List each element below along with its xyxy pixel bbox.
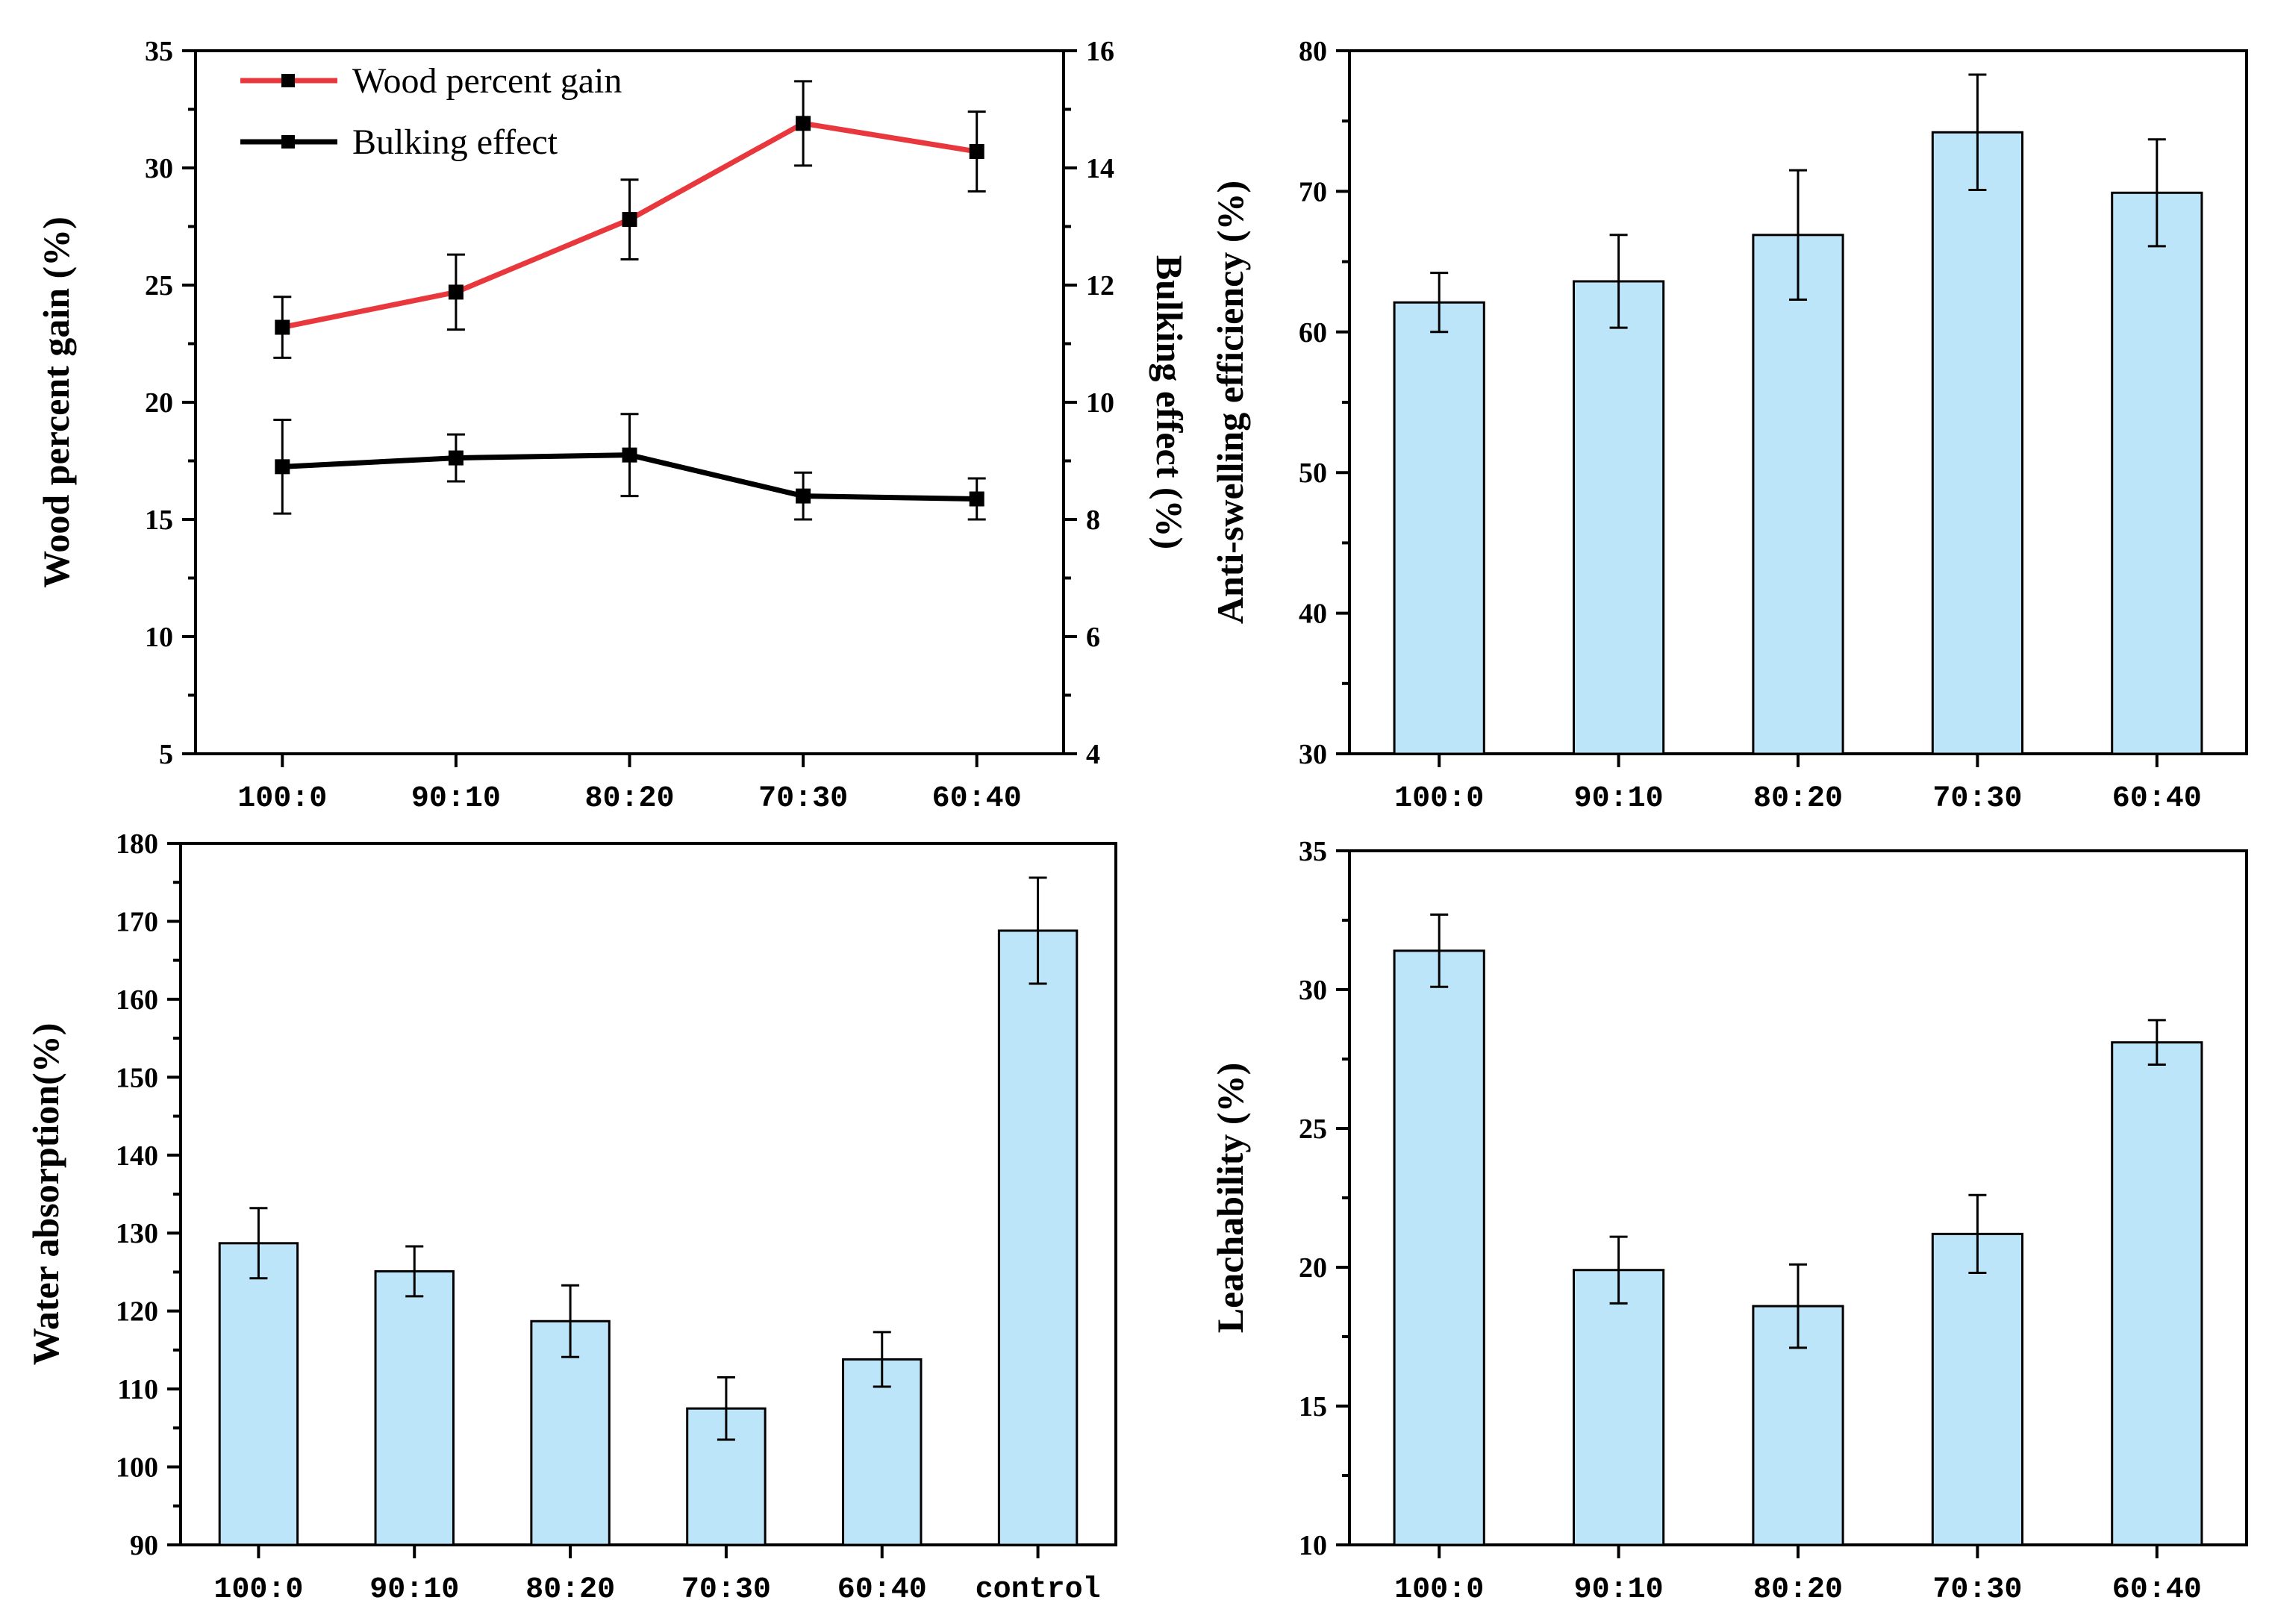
x-tick-label: 80:20 — [1753, 782, 1843, 816]
y2-tick-label: 10 — [1086, 387, 1114, 419]
data-point — [969, 144, 984, 160]
data-point — [796, 488, 811, 504]
legend-label-0: Wood percent gain — [352, 61, 622, 101]
data-point — [275, 459, 290, 475]
x-tick-label: 100:0 — [237, 782, 327, 816]
y-tick-label: 20 — [1299, 1252, 1327, 1284]
data-point — [622, 212, 637, 228]
y-axis-title: Water absorption(%) — [25, 1023, 66, 1366]
y-tick-label: 50 — [1299, 457, 1327, 489]
y-tick-label: 25 — [1299, 1114, 1327, 1145]
y-tick-label: 40 — [1299, 599, 1327, 630]
y-axis-title: Leachability (%) — [1209, 1063, 1251, 1333]
bar-100:0 — [218, 1242, 299, 1546]
x-tick-label: 100:0 — [213, 1573, 303, 1607]
x-tick-label: 100:0 — [1394, 782, 1484, 816]
bar-70:30 — [1931, 131, 2024, 755]
y-axis-title: Wood percent gain (%) — [35, 216, 77, 588]
bar-control — [997, 929, 1079, 1546]
y-axis-title: Anti-swelling efficiency (%) — [1209, 181, 1251, 624]
y-tick-label: 15 — [145, 505, 173, 536]
plot-frame-a — [194, 49, 1065, 755]
legend: Wood percent gain Bulking effect — [240, 61, 622, 162]
y-tick-label: 150 — [116, 1062, 158, 1093]
y-tick-label: 100 — [116, 1452, 158, 1484]
bar-70:30 — [1931, 1232, 2024, 1546]
x-tick-label: 70:30 — [1932, 1573, 2022, 1607]
y2-tick-label: 12 — [1086, 270, 1114, 302]
y-tick-label: 30 — [1299, 739, 1327, 770]
y-tick-label: 80 — [1299, 36, 1327, 67]
bar-60:40 — [2111, 1041, 2203, 1546]
data-point — [448, 284, 464, 300]
y-tick-label: 110 — [117, 1374, 158, 1405]
y-tick-label: 5 — [159, 739, 173, 770]
y-tick-label: 15 — [1299, 1391, 1327, 1422]
y-tick-label: 30 — [1299, 975, 1327, 1006]
y-tick-label: 120 — [116, 1296, 158, 1328]
y2-tick-label: 6 — [1086, 622, 1100, 653]
bar-90:10 — [1573, 280, 1665, 755]
y-tick-label: 35 — [145, 36, 173, 67]
data-point — [622, 447, 637, 463]
y-tick-label: 160 — [116, 984, 158, 1016]
y2-axis-title: Bulking effect (%) — [1149, 255, 1190, 549]
y2-tick-label: 4 — [1086, 739, 1100, 770]
x-tick-label: control — [976, 1573, 1101, 1607]
y-tick-label: 10 — [1299, 1530, 1327, 1561]
bar-80:20 — [1752, 234, 1844, 755]
x-tick-label: 90:10 — [1574, 1573, 1664, 1607]
x-tick-label: 80:20 — [525, 1573, 615, 1607]
legend-marker-0 — [281, 74, 295, 87]
data-point — [796, 116, 811, 131]
x-tick-label: 60:40 — [2112, 782, 2202, 816]
x-tick-label: 70:30 — [758, 782, 848, 816]
y-tick-label: 140 — [116, 1140, 158, 1172]
legend-marker-1 — [281, 135, 295, 149]
y-tick-label: 70 — [1299, 176, 1327, 207]
x-tick-label: 70:30 — [681, 1573, 771, 1607]
x-tick-label: 80:20 — [1753, 1573, 1843, 1607]
data-point — [275, 319, 290, 335]
chart-a: 5 10 15 20 25 30 35 100:0 90:10 80:20 70:30 60:40 Wo… — [35, 36, 1190, 816]
y-tick-label: 60 — [1299, 317, 1327, 349]
x-tick-label: 90:10 — [369, 1573, 459, 1607]
y-tick-label: 170 — [116, 906, 158, 937]
y2-tick-label: 16 — [1086, 36, 1114, 67]
y-tick-label: 35 — [1299, 836, 1327, 867]
x-tick-label: 100:0 — [1394, 1573, 1484, 1607]
chart-c: 90 100 110 120 130 140 150 160 170 180 100:0 90:10 8… — [25, 828, 1117, 1607]
y-tick-label: 20 — [145, 387, 173, 419]
plot-frame-c — [179, 842, 1117, 1546]
chart-b: 30 40 50 60 70 80 100:0 90:10 80:20 70:30 60:40 Ant… — [1209, 36, 2248, 816]
chart-d: 10 15 20 25 30 35 100:0 90:10 80:20 70:30 60:40 Lea… — [1209, 836, 2248, 1607]
y-tick-label: 10 — [145, 622, 173, 653]
y2-tick-label: 14 — [1086, 153, 1114, 184]
bar-100:0 — [1393, 301, 1485, 755]
x-tick-label: 80:20 — [584, 782, 674, 816]
x-tick-label: 60:40 — [2112, 1573, 2202, 1607]
bar-60:40 — [2111, 191, 2203, 755]
bar-90:10 — [374, 1269, 455, 1546]
data-point — [969, 491, 984, 507]
y-tick-label: 25 — [145, 270, 173, 302]
y2-tick-label: 8 — [1086, 505, 1100, 536]
x-tick-label: 60:40 — [932, 782, 1022, 816]
data-point — [448, 450, 464, 466]
y-tick-label: 180 — [116, 828, 158, 860]
bar-100:0 — [1393, 949, 1485, 1546]
legend-label-1: Bulking effect — [352, 122, 558, 162]
y-tick-label: 30 — [145, 153, 173, 184]
x-tick-label: 90:10 — [411, 782, 501, 816]
x-tick-label: 60:40 — [837, 1573, 927, 1607]
bar-60:40 — [842, 1358, 923, 1546]
y-tick-label: 130 — [116, 1218, 158, 1249]
x-tick-label: 70:30 — [1932, 782, 2022, 816]
y-tick-label: 90 — [130, 1530, 158, 1561]
x-tick-label: 90:10 — [1574, 782, 1664, 816]
bar-80:20 — [530, 1320, 611, 1546]
bar-90:10 — [1573, 1269, 1665, 1546]
